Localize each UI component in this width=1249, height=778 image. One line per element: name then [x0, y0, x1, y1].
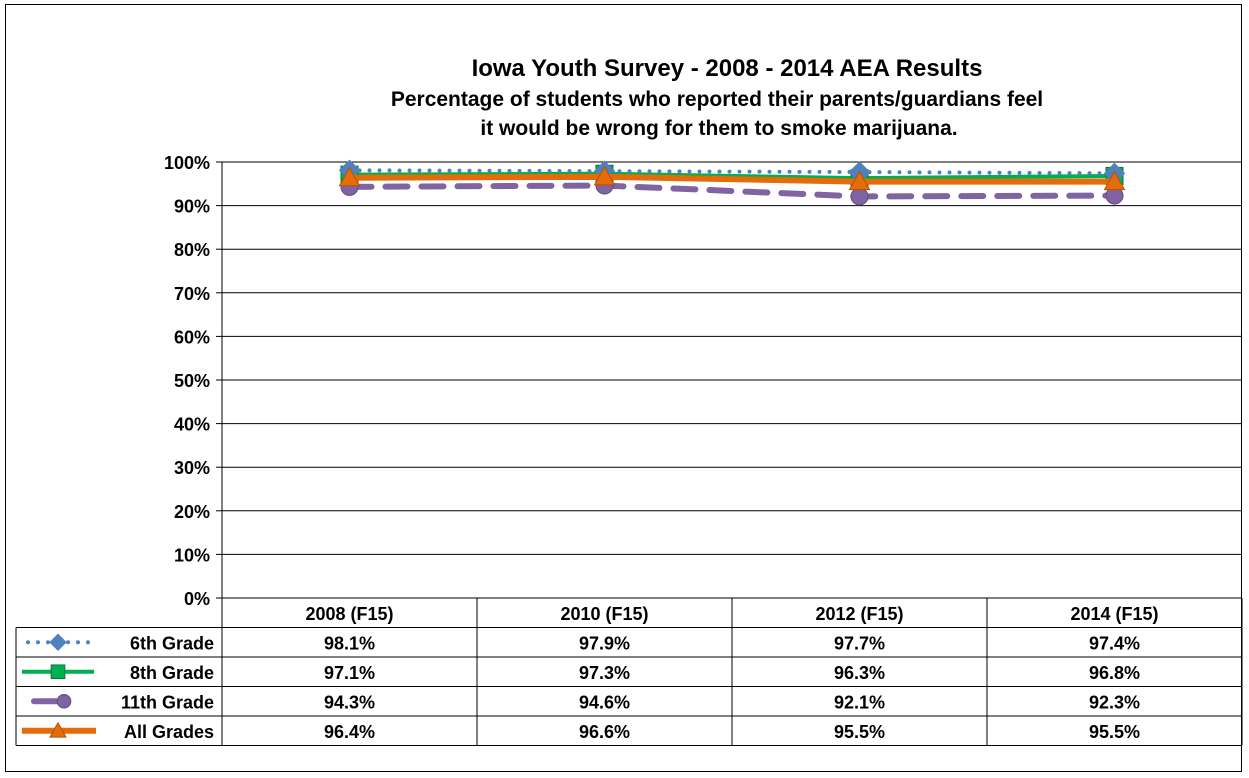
y-axis: 0% 10% 20% 30% 40% 50% 60% 70% 80% 90% 100% — [164, 153, 223, 609]
x-category-label: 2008 (F15) — [305, 604, 393, 624]
data-value-label: 96.8% — [1089, 663, 1140, 683]
data-value-label: 97.4% — [1089, 633, 1140, 653]
data-value-label: 94.6% — [579, 692, 630, 712]
data-value-label: 97.3% — [579, 663, 630, 683]
data-point — [338, 166, 361, 187]
data-value-label: 98.1% — [324, 633, 375, 653]
y-tick-label: 100% — [164, 153, 210, 173]
chart-frame — [5, 4, 1242, 772]
y-tick-label: 0% — [184, 589, 210, 609]
y-tick-label: 90% — [174, 197, 210, 217]
x-category-label: 2010 (F15) — [560, 604, 648, 624]
data-value-label: 97.1% — [324, 663, 375, 683]
y-tick-label: 40% — [174, 415, 210, 435]
series-line — [349, 171, 1115, 181]
series-line — [349, 173, 1115, 185]
chart-subtitle-line-2: it would be wrong for them to smoke mari… — [480, 117, 957, 140]
y-tick-label: 80% — [174, 240, 210, 260]
y-tick-label: 60% — [174, 327, 210, 347]
legend-label: 11th Grade — [121, 692, 214, 712]
legend-key-marker — [50, 664, 66, 680]
data-value-label: 95.5% — [834, 722, 885, 742]
data-value-label: 97.7% — [834, 633, 885, 653]
legend-key — [22, 664, 94, 680]
legend-label: All Grades — [124, 722, 214, 742]
data-point — [1103, 170, 1126, 191]
data-table: 2008 (F15) 2010 (F15) 2012 (F15) 2014 (F15)… — [15, 597, 1243, 746]
series-line — [346, 182, 1118, 200]
y-tick-label: 50% — [174, 371, 210, 391]
data-value-label: 95.5% — [1089, 722, 1140, 742]
legend-key — [31, 693, 72, 709]
data-value-label: 94.3% — [324, 692, 375, 712]
data-value-label: 96.6% — [579, 722, 630, 742]
legend-key — [26, 633, 94, 651]
legend-label: 6th Grade — [130, 633, 214, 653]
legend-label: 8th Grade — [130, 663, 214, 683]
legend-key-marker — [49, 633, 67, 651]
y-tick-label: 70% — [174, 284, 210, 304]
y-tick-label: 10% — [174, 545, 210, 565]
series-lines — [338, 159, 1126, 206]
legend-key — [22, 721, 96, 738]
data-value-label: 96.4% — [324, 722, 375, 742]
gridlines — [222, 161, 1242, 555]
x-category-label: 2014 (F15) — [1070, 604, 1158, 624]
data-value-label: 97.9% — [579, 633, 630, 653]
data-value-label: 92.3% — [1089, 692, 1140, 712]
data-point — [593, 165, 616, 186]
y-tick-label: 30% — [174, 458, 210, 478]
data-point — [850, 187, 869, 206]
y-tick-label: 20% — [174, 502, 210, 522]
chart-subtitle-line-1: Percentage of students who reported thei… — [391, 88, 1043, 111]
data-point — [848, 170, 871, 191]
data-value-label: 96.3% — [834, 663, 885, 683]
chart-title: Iowa Youth Survey - 2008 - 2014 AEA Resu… — [472, 55, 983, 82]
legend-key-marker — [49, 721, 67, 738]
legend-key-marker — [56, 693, 72, 709]
x-category-label: 2012 (F15) — [815, 604, 903, 624]
data-value-label: 92.1% — [834, 692, 885, 712]
